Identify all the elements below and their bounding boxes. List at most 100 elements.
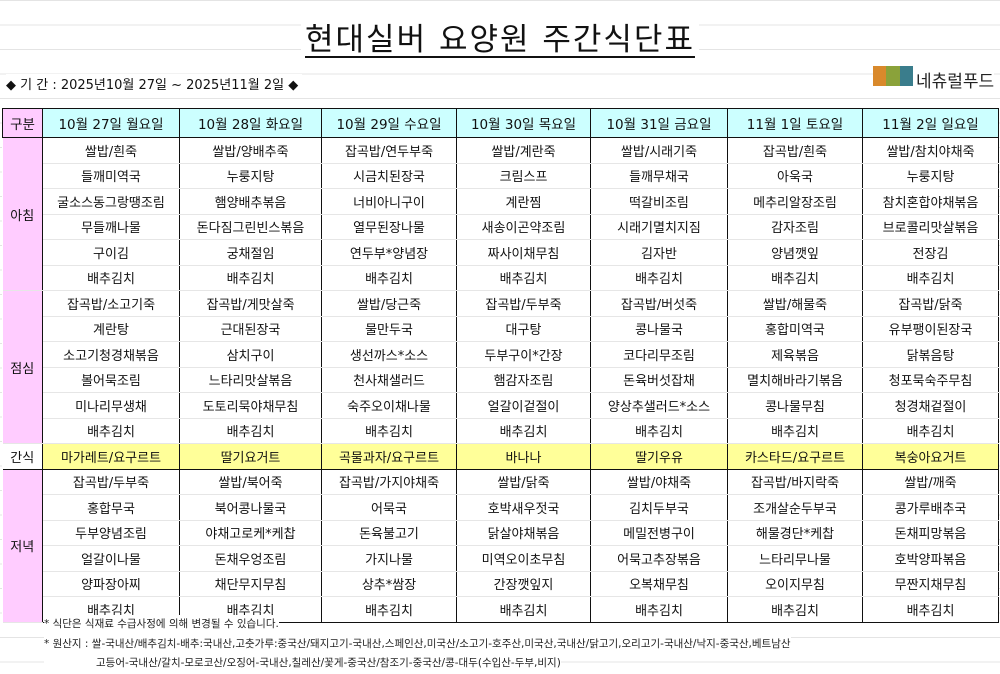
menu-item: 북어콩나물국 [179,494,322,521]
menu-item: 소고기청경채볶음 [42,341,180,368]
dinner-row: 홍합무국 북어콩나물국 어묵국 호박새우젓국 김치두부국 조개살순두부국 콩가루배추국 [3,494,999,521]
menu-item: 배추김치 [456,596,591,623]
menu-item: 채단무지무침 [179,571,322,597]
breakfast-label: 아침 [2,137,43,291]
menu-item: 쌀밥/북어죽 [179,468,322,495]
menu-item: 쌀밥/당근죽 [321,290,457,317]
menu-item: 잡곡밥/두부죽 [42,468,180,495]
lunch-row: 소고기청경채볶음 삼치구이 생선까스*소스 두부구이*간장 코다리무조림 제육볶음 닭볶음탕 [3,341,999,368]
menu-item: 청경채겉절이 [862,392,999,419]
menu-item: 얼갈이겉절이 [456,392,591,419]
menu-item: 호박새우젓국 [456,494,591,521]
menu-item: 전장김 [862,239,999,266]
lunch-row: 계란탕 근대된장국 물만두국 대구탕 콩나물국 홍합미역국 유부팽이된장국 [3,316,999,342]
menu-item: 가지나물 [321,545,457,572]
menu-item: 메밀전병구이 [590,520,728,546]
menu-item: 두부양념조림 [42,520,180,546]
day-header: 11월 2일 일요일 [862,108,999,138]
menu-item: 양념깻잎 [727,239,863,266]
menu-item: 천사채샐러드 [321,367,457,393]
menu-item: 상추*쌈장 [321,571,457,597]
logo: 네츄럴푸드 [873,66,995,92]
breakfast-row: 들깨미역국 누룽지탕 시금치된장국 크림스프 들깨무채국 아욱국 누룽지탕 [3,163,999,189]
menu-item: 잡곡밥/두부죽 [456,290,591,317]
lunch-row: 미나리무생채 도토리묵야채무침 숙주오이채나물 얼갈이겉절이 양상추샐러드*소스 콩나물무… [3,392,999,419]
menu-item: 김치두부국 [590,494,728,521]
menu-item: 볼어묵조림 [42,367,180,393]
menu-item: 청포묵숙주무침 [862,367,999,393]
day-header: 10월 30일 목요일 [456,108,591,138]
menu-item: 어묵고추장볶음 [590,545,728,572]
menu-item: 열무된장나물 [321,214,457,240]
menu-item: 미나리무생채 [42,392,180,419]
menu-item: 잡곡밥/버섯죽 [590,290,728,317]
menu-item: 양상추샐러드*소스 [590,392,728,419]
notes: * 식단은 식재료 수급사정에 의해 변경될 수 있습니다. * 원산지 : 쌀… [44,615,791,674]
menu-item: 메추리알장조림 [727,188,863,215]
menu-item: 배추김치 [321,596,457,623]
dinner-row: 저녁 잡곡밥/두부죽 쌀밥/북어죽 잡곡밥/가지야채죽 쌀밥/닭죽 쌀밥/야채죽 잡곡밥/바… [2,468,999,623]
menu-item: 잡곡밥/게맛살죽 [179,290,322,317]
logo-text: 네츄럴푸드 [916,71,995,92]
lunch-label: 점심 [2,290,43,444]
menu-item: 계란탕 [42,316,180,342]
menu-item: 느타리무나물 [727,545,863,572]
breakfast-row: 배추김치 배추김치 배추김치 배추김치 배추김치 배추김치 배추김치 [3,265,999,291]
menu-item: 생선까스*소스 [321,341,457,368]
menu-item: 쌀밥/참치야채죽 [862,137,999,164]
menu-item: 들깨미역국 [42,163,180,189]
menu-item: 계란찜 [456,188,591,215]
menu-item: 멸치해바라기볶음 [727,367,863,393]
menu-item: 코다리무조림 [590,341,728,368]
menu-item: 배추김치 [862,596,999,623]
menu-item: 잡곡밥/연두부죽 [321,137,457,164]
snack-item: 곡물과자/요구르트 [321,443,457,470]
day-header: 10월 27일 월요일 [42,108,180,138]
breakfast-row: 구이김 궁채절임 연두부*양념장 짜사이채무침 김자반 양념깻잎 전장김 [3,239,999,266]
breakfast-row: 굴소스동그랑땡조림 햄양배추볶음 너비아니구이 계란찜 떡갈비조림 메추리알장조림 참치혼합… [3,188,999,215]
menu-item: 도토리묵야채무침 [179,392,322,419]
menu-item: 구이김 [42,239,180,266]
weekly-menu-table: 구분 10월 27일 월요일 10월 28일 화요일 10월 29일 수요일 10월 3… [2,108,999,623]
menu-item: 햄양배추볶음 [179,188,322,215]
snack-label: 간식 [2,443,43,470]
menu-item: 배추김치 [179,265,322,291]
menu-item: 잡곡밥/닭죽 [862,290,999,317]
menu-item: 오이지무침 [727,571,863,597]
note-change: * 식단은 식재료 수급사정에 의해 변경될 수 있습니다. [44,615,279,635]
menu-item: 브로콜리맛살볶음 [862,214,999,240]
menu-item: 감자조림 [727,214,863,240]
day-header: 10월 31일 금요일 [590,108,728,138]
menu-item: 누룽지탕 [862,163,999,189]
dinner-label: 저녁 [2,468,43,623]
menu-item: 짜사이채무침 [456,239,591,266]
menu-item: 참치혼합야채볶음 [862,188,999,215]
menu-item: 물만두국 [321,316,457,342]
menu-item: 누룽지탕 [179,163,322,189]
menu-item: 쌀밥/시래기죽 [590,137,728,164]
menu-item: 간장깻잎지 [456,571,591,597]
menu-item: 햄감자조림 [456,367,591,393]
menu-item: 삼치구이 [179,341,322,368]
menu-item: 미역오이초무침 [456,545,591,572]
menu-item: 배추김치 [862,265,999,291]
menu-item: 쌀밥/닭죽 [456,468,591,495]
day-header: 11월 1일 토요일 [727,108,863,138]
menu-item: 새송이곤약조림 [456,214,591,240]
header-label: 구분 [2,108,43,138]
lunch-row: 점심 잡곡밥/소고기죽 잡곡밥/게맛살죽 쌀밥/당근죽 잡곡밥/두부죽 잡곡밥/버섯죽 쌀밥… [2,290,999,444]
menu-item: 해물경단*케찹 [727,520,863,546]
menu-item: 돈육버섯잡채 [590,367,728,393]
menu-item: 떡갈비조림 [590,188,728,215]
menu-item: 배추김치 [42,265,180,291]
snack-item: 마가레트/요구르트 [42,443,180,470]
menu-item: 양파장아찌 [42,571,180,597]
menu-item: 돈채우엉조림 [179,545,322,572]
menu-item: 배추김치 [727,265,863,291]
menu-item: 돈다짐그린빈스볶음 [179,214,322,240]
snack-item: 딸기요거트 [179,443,322,470]
menu-item: 숙주오이채나물 [321,392,457,419]
menu-item: 호박양파볶음 [862,545,999,572]
menu-item: 들깨무채국 [590,163,728,189]
menu-item: 제육볶음 [727,341,863,368]
